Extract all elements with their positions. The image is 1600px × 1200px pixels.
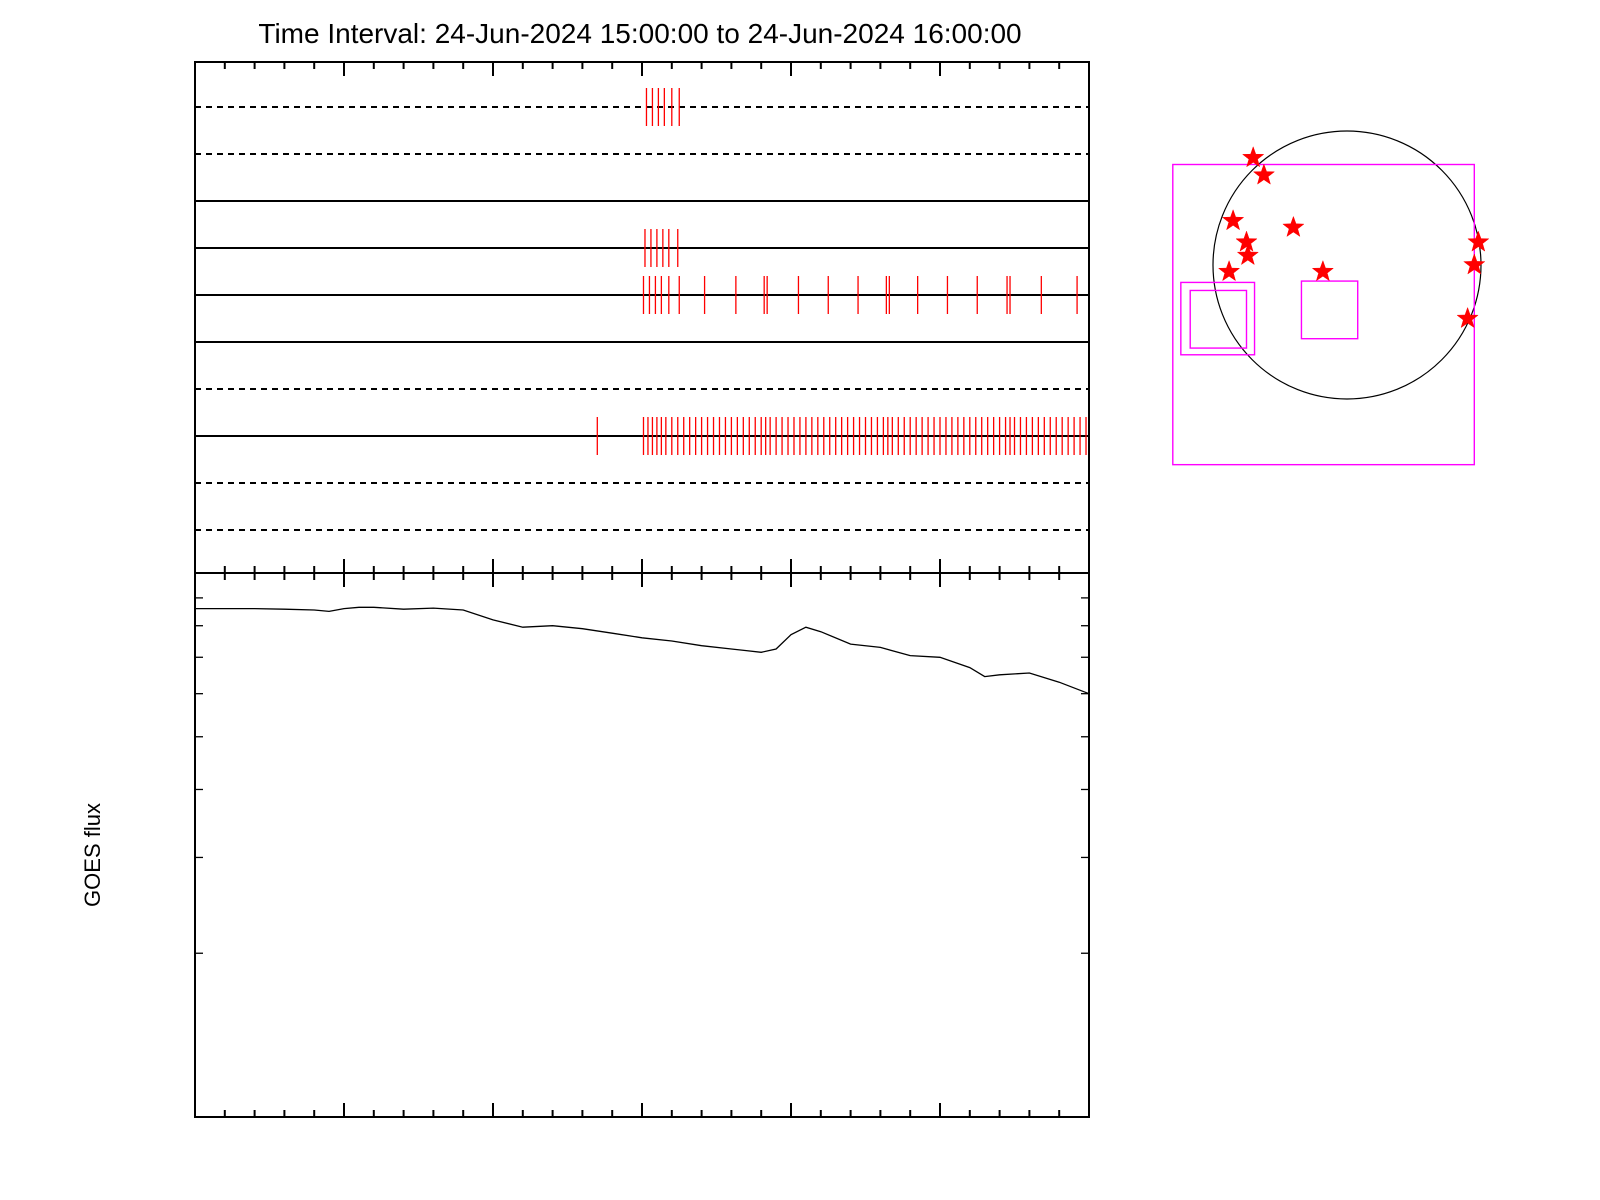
fov-box	[1300, 280, 1359, 340]
fov-box	[1189, 289, 1248, 349]
goes-flux-line	[195, 606, 1090, 695]
event-timeline-panel	[194, 61, 1090, 574]
fov-box	[1172, 163, 1476, 466]
region-star	[1252, 163, 1276, 185]
region-star	[1282, 215, 1305, 237]
region-star	[1236, 243, 1260, 266]
timeline-frame	[194, 61, 1090, 574]
region-star	[1463, 253, 1486, 275]
fov-box	[1180, 281, 1256, 356]
y-axis-label: GOES flux	[80, 803, 105, 907]
chart-title: Time Interval: 24-Jun-2024 15:00:00 to 2…	[258, 18, 1021, 49]
solar-disk-map	[1172, 130, 1490, 466]
region-star	[1217, 259, 1241, 282]
goes-flux-panel: GOES flux	[80, 572, 1090, 1118]
solar-disk	[1212, 130, 1482, 400]
region-star	[1241, 146, 1265, 168]
region-star	[1311, 259, 1334, 282]
region-star	[1467, 230, 1490, 252]
region-star	[1221, 209, 1245, 231]
region-star	[1235, 230, 1258, 252]
goes-frame	[194, 572, 1090, 1118]
region-star	[1456, 306, 1479, 329]
